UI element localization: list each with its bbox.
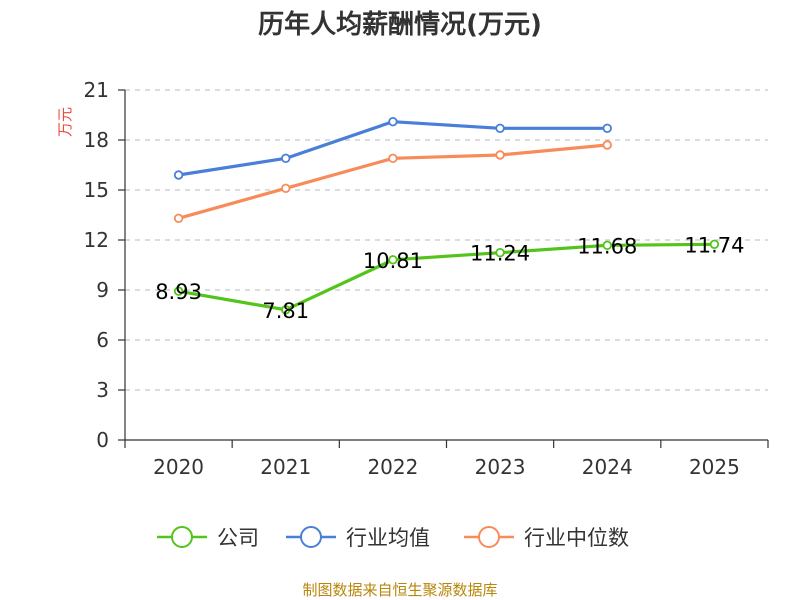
legend-label: 行业均值 [346,526,430,550]
legend-label: 行业中位数 [524,526,629,550]
data-point[interactable] [281,183,291,194]
y-tick-label: 21 [84,78,109,102]
y-axis-ticks: 0 3 6 9 12 15 18 21 [84,78,125,452]
chart-title: 历年人均薪酬情况(万元) [258,9,542,40]
series-2 [173,140,612,224]
x-tick-label: 2021 [260,455,311,479]
x-tick-label: 2020 [153,455,204,479]
y-tick-label: 9 [96,278,109,302]
series-line [178,120,608,177]
y-tick-label: 18 [84,128,109,152]
x-axis-ticks: 2020 2021 2022 2023 2024 2025 [124,440,769,479]
data-point[interactable] [388,255,398,265]
data-point[interactable] [388,153,398,164]
y-tick-label: 0 [96,428,109,452]
data-point[interactable] [281,153,291,164]
data-point[interactable] [173,170,184,180]
data-point[interactable] [709,239,720,250]
series-1 [173,116,612,180]
gridlines [125,89,768,391]
data-point[interactable] [602,240,612,251]
data-label: 8.93 [155,280,202,304]
data-point[interactable] [281,305,291,315]
data-point[interactable] [173,213,184,224]
legend-item[interactable]: 行业中位数 [464,526,629,550]
y-tick-label: 3 [96,378,109,402]
legend-swatch-marker [478,526,500,548]
legend-item[interactable]: 公司 [157,526,259,550]
data-point[interactable] [602,140,612,150]
data-point[interactable] [495,247,505,258]
source-note: 制图数据来自恒生聚源数据库 [302,581,497,599]
data-point[interactable] [173,286,184,296]
y-tick-label: 6 [96,328,109,352]
legend[interactable]: 公司 行业均值 行业中位数 [157,526,629,550]
data-point[interactable] [495,123,505,134]
legend-swatch-marker [171,526,193,548]
data-point[interactable] [602,123,612,134]
x-tick-label: 2023 [475,455,526,479]
y-tick-label: 15 [84,178,109,202]
data-point[interactable] [388,116,398,127]
y-axis-unit: 万元 [56,107,74,137]
data-label: 11.68 [577,234,637,258]
data-labels: 8.93 7.81 10.81 11.24 11.68 11.74 [155,233,744,323]
data-label: 7.81 [262,299,309,323]
legend-label: 公司 [217,526,259,550]
x-tick-label: 2025 [689,455,740,479]
series-0 [173,239,720,315]
legend-swatch-marker [300,526,322,548]
axes [124,90,768,441]
legend-item[interactable]: 行业均值 [286,526,430,550]
series-line [178,242,715,312]
x-tick-label: 2022 [367,455,418,479]
series-layer [173,116,720,315]
x-tick-label: 2024 [582,455,633,479]
y-tick-label: 12 [84,228,109,252]
data-point[interactable] [495,150,505,160]
data-label: 11.24 [470,242,530,266]
data-label: 10.81 [363,249,423,273]
data-label: 11.74 [684,233,744,257]
